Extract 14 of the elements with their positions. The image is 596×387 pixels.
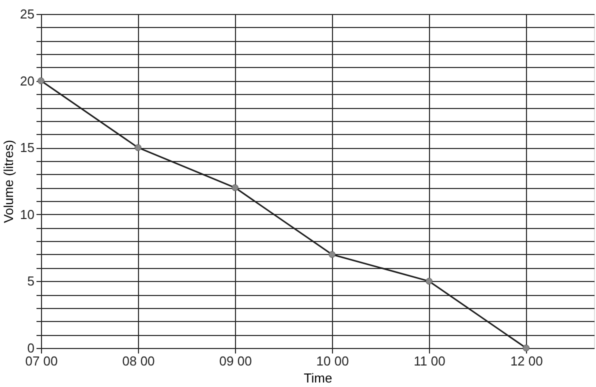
- y-axis-title: Volume (litres): [1, 140, 16, 224]
- x-axis-title: Time: [304, 370, 332, 386]
- y-tick-label: 15: [20, 140, 34, 156]
- x-tick-label: 12 00: [510, 354, 543, 368]
- y-tick-label: 25: [20, 6, 34, 22]
- y-tick-label: 5: [27, 274, 34, 289]
- y-tick-label: 20: [20, 73, 34, 88]
- x-tick-label: 11 00: [414, 354, 446, 368]
- x-tick-label: 07 00: [25, 354, 58, 368]
- x-tick-label: 10 00: [316, 354, 349, 368]
- x-tick-label: 08 00: [122, 354, 155, 368]
- x-tick-label: 09 00: [219, 354, 252, 368]
- y-tick-label: 10: [20, 206, 34, 222]
- y-tick-label: 0: [27, 340, 34, 356]
